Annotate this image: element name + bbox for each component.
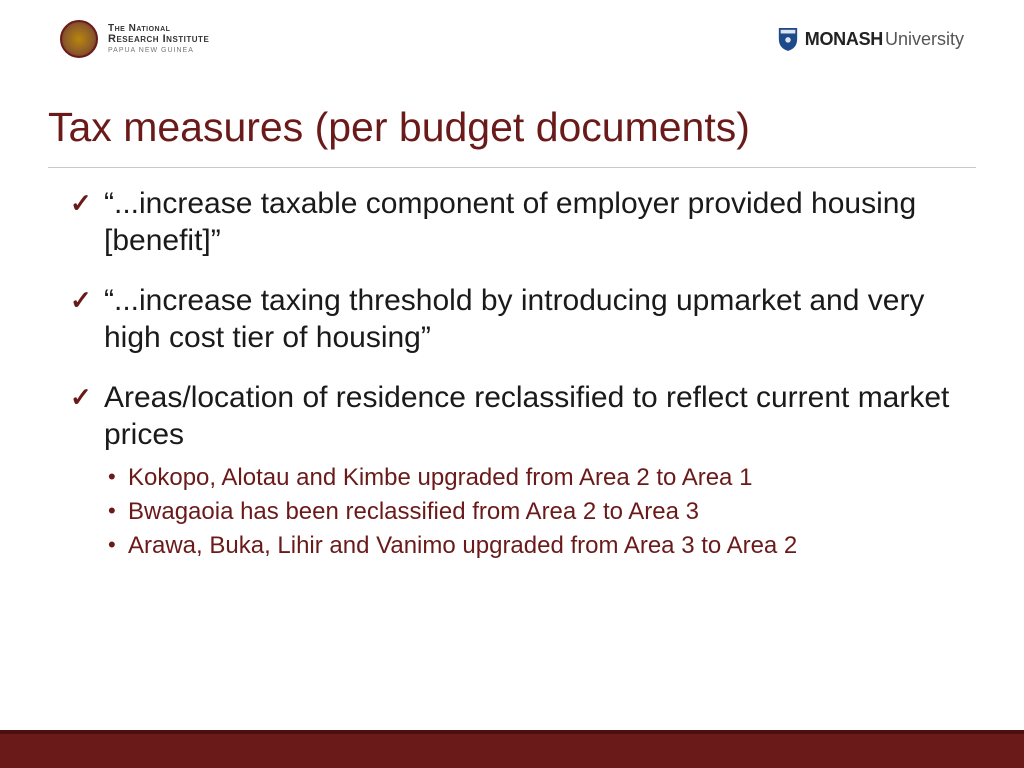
- nri-emblem-icon: [60, 20, 98, 58]
- monash-light: University: [885, 29, 964, 49]
- bullet-list: ✓ “...increase taxable component of empl…: [70, 186, 976, 563]
- title-rule: [48, 167, 976, 168]
- slide-content: ✓ “...increase taxable component of empl…: [0, 186, 1024, 563]
- nri-logo-text: The National Research Institute Papua Ne…: [108, 24, 209, 54]
- check-icon: ✓: [70, 382, 92, 414]
- nri-logo: The National Research Institute Papua Ne…: [60, 20, 209, 58]
- list-item: ✓ Areas/location of residence reclassifi…: [70, 380, 976, 562]
- slide-title: Tax measures (per budget documents): [0, 64, 1024, 161]
- list-item: ✓ “...increase taxing threshold by intro…: [70, 283, 976, 356]
- nri-line2: Research Institute: [108, 34, 209, 46]
- monash-text: MONASHUniversity: [805, 29, 964, 50]
- monash-bold: MONASH: [805, 29, 883, 49]
- bullet-text: “...increase taxing threshold by introdu…: [104, 284, 924, 354]
- sub-list: Kokopo, Alotau and Kimbe upgraded from A…: [108, 462, 976, 563]
- slide-header: The National Research Institute Papua Ne…: [0, 0, 1024, 64]
- bullet-text: “...increase taxable component of employ…: [104, 187, 916, 257]
- sub-item: Arawa, Buka, Lihir and Vanimo upgraded f…: [108, 530, 976, 562]
- check-icon: ✓: [70, 188, 92, 220]
- sub-item: Kokopo, Alotau and Kimbe upgraded from A…: [108, 462, 976, 494]
- sub-item: Bwagaoia has been reclassified from Area…: [108, 496, 976, 528]
- nri-sub: Papua New Guinea: [108, 47, 209, 54]
- check-icon: ✓: [70, 285, 92, 317]
- shield-icon: [777, 26, 799, 52]
- footer-bar: [0, 730, 1024, 768]
- monash-logo: MONASHUniversity: [777, 26, 964, 52]
- bullet-text: Areas/location of residence reclassified…: [104, 381, 949, 451]
- list-item: ✓ “...increase taxable component of empl…: [70, 186, 976, 259]
